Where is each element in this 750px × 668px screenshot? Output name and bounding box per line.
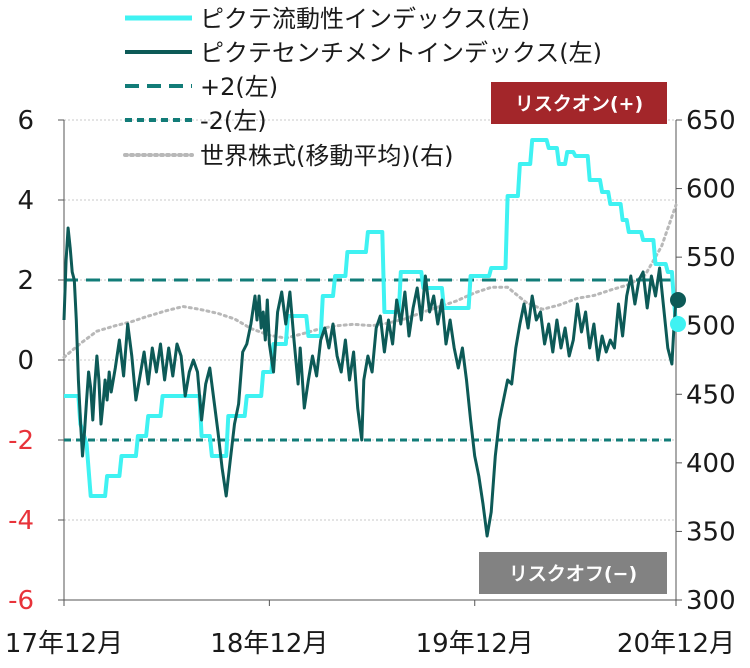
y-right-tick-label: 300 bbox=[686, 586, 736, 616]
y-right-tick-label: 400 bbox=[686, 449, 736, 479]
legend-entry: -2(左) bbox=[200, 107, 267, 135]
y-right-tick-label: 350 bbox=[686, 517, 736, 547]
y-left-tick-label: -6 bbox=[8, 586, 34, 616]
risk-on-label: リスクオン(+) bbox=[515, 93, 643, 115]
y-right-tick-label: 600 bbox=[686, 175, 736, 205]
legend-entry: +2(左) bbox=[200, 73, 278, 101]
series-line-0 bbox=[64, 138, 678, 498]
x-tick-label: 20年12月 bbox=[617, 629, 735, 659]
y-right-tick-label: 500 bbox=[686, 312, 736, 342]
y-left-tick-label: 2 bbox=[17, 266, 34, 296]
end-marker bbox=[670, 292, 686, 308]
y-left-tick-label: -2 bbox=[8, 426, 34, 456]
x-tick-label: 19年12月 bbox=[416, 629, 534, 659]
series-line-1 bbox=[62, 226, 678, 538]
risk-on-box bbox=[491, 82, 667, 124]
series-lines bbox=[62, 138, 686, 538]
annotations: リスクオン(+) リスクオフ(−) bbox=[479, 82, 667, 594]
axes: 6 4 2 0 -2 -4 -6 650 600 550 500 450 400 350 300 17年12月… bbox=[5, 106, 736, 659]
series-line-4 bbox=[62, 203, 678, 359]
x-tick-label: 18年12月 bbox=[210, 629, 328, 659]
end-marker bbox=[670, 316, 686, 332]
legend: ピクテ流動性インデックス(左) ピクテセンチメントインデックス(左) +2(左) -2… bbox=[123, 5, 602, 170]
y-right-tick-label: 450 bbox=[686, 380, 736, 410]
y-right-tick-label: 650 bbox=[686, 106, 736, 136]
legend-entry: 世界株式(移動平均)(右) bbox=[200, 142, 453, 170]
y-left-tick-label: -4 bbox=[8, 506, 34, 536]
y-right-tick-label: 550 bbox=[686, 243, 736, 273]
risk-off-label: リスクオフ(−) bbox=[509, 563, 637, 585]
y-left-tick-label: 0 bbox=[17, 346, 34, 376]
x-tick-label: 17年12月 bbox=[5, 629, 123, 659]
legend-entry: ピクテ流動性インデックス(左) bbox=[200, 5, 530, 33]
legend-entry: ピクテセンチメントインデックス(左) bbox=[200, 39, 602, 67]
y-left-tick-label: 6 bbox=[17, 106, 34, 136]
y-left-tick-label: 4 bbox=[17, 186, 34, 216]
risk-off-box bbox=[479, 552, 667, 594]
